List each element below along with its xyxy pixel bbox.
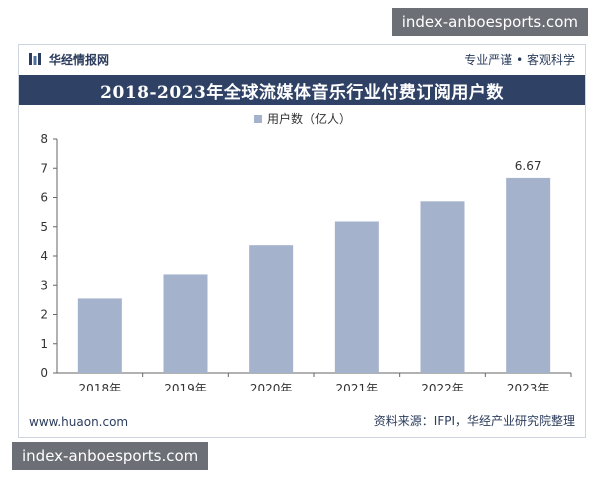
legend-swatch xyxy=(254,115,262,123)
bar xyxy=(334,221,379,373)
y-tick-label: 6 xyxy=(40,191,48,205)
footer-website: www.huaon.com xyxy=(29,415,129,429)
brand-slogan: 专业严谨 • 客观科学 xyxy=(464,53,575,67)
y-tick-label: 4 xyxy=(40,249,48,263)
x-tick-label: 2018年 xyxy=(79,382,122,391)
brand-header: 华经情报网 专业严谨 • 客观科学 xyxy=(19,45,585,71)
bar xyxy=(249,245,294,373)
brand-name: 华经情报网 xyxy=(49,53,110,67)
y-tick-label: 1 xyxy=(40,337,48,351)
x-tick-label: 2019年 xyxy=(164,382,207,391)
chart-card: 华经情报网 专业严谨 • 客观科学 2018-2023年全球流媒体音乐行业付费订… xyxy=(18,44,586,438)
bar xyxy=(77,298,122,373)
bar-chart: 用户数（亿人） 0 1 2 3 4 5 6 7 8 2018年 2019年 2020年 2021年 2022… xyxy=(40,111,572,391)
y-tick-label: 2 xyxy=(40,308,48,322)
x-tick-label: 2020年 xyxy=(250,382,293,391)
brand-logo-icon xyxy=(29,53,41,65)
legend-label: 用户数（亿人） xyxy=(267,111,351,126)
bar xyxy=(163,274,208,373)
bar xyxy=(506,177,551,373)
y-tick-label: 7 xyxy=(40,161,48,175)
data-label: 6.67 xyxy=(515,159,542,173)
x-tick-label: 2021年 xyxy=(336,382,379,391)
title-band: 2018-2023年全球流媒体音乐行业付费订阅用户数 xyxy=(19,75,585,105)
y-tick-label: 5 xyxy=(40,220,48,234)
x-tick-label: 2023年 xyxy=(507,382,550,391)
watermark-tag-bottom: index-anboesports.com xyxy=(12,442,209,470)
y-tick-label: 0 xyxy=(40,366,48,380)
y-tick-label: 3 xyxy=(40,278,48,292)
bar xyxy=(420,201,465,373)
y-tick-label: 8 xyxy=(40,132,48,146)
chart-title: 2018-2023年全球流媒体音乐行业付费订阅用户数 xyxy=(100,82,504,103)
footer-source: 资料来源：IFPI，华经产业研究院整理 xyxy=(373,414,575,428)
watermark-tag-top: index-anboesports.com xyxy=(391,8,588,36)
x-tick-label: 2022年 xyxy=(421,382,464,391)
